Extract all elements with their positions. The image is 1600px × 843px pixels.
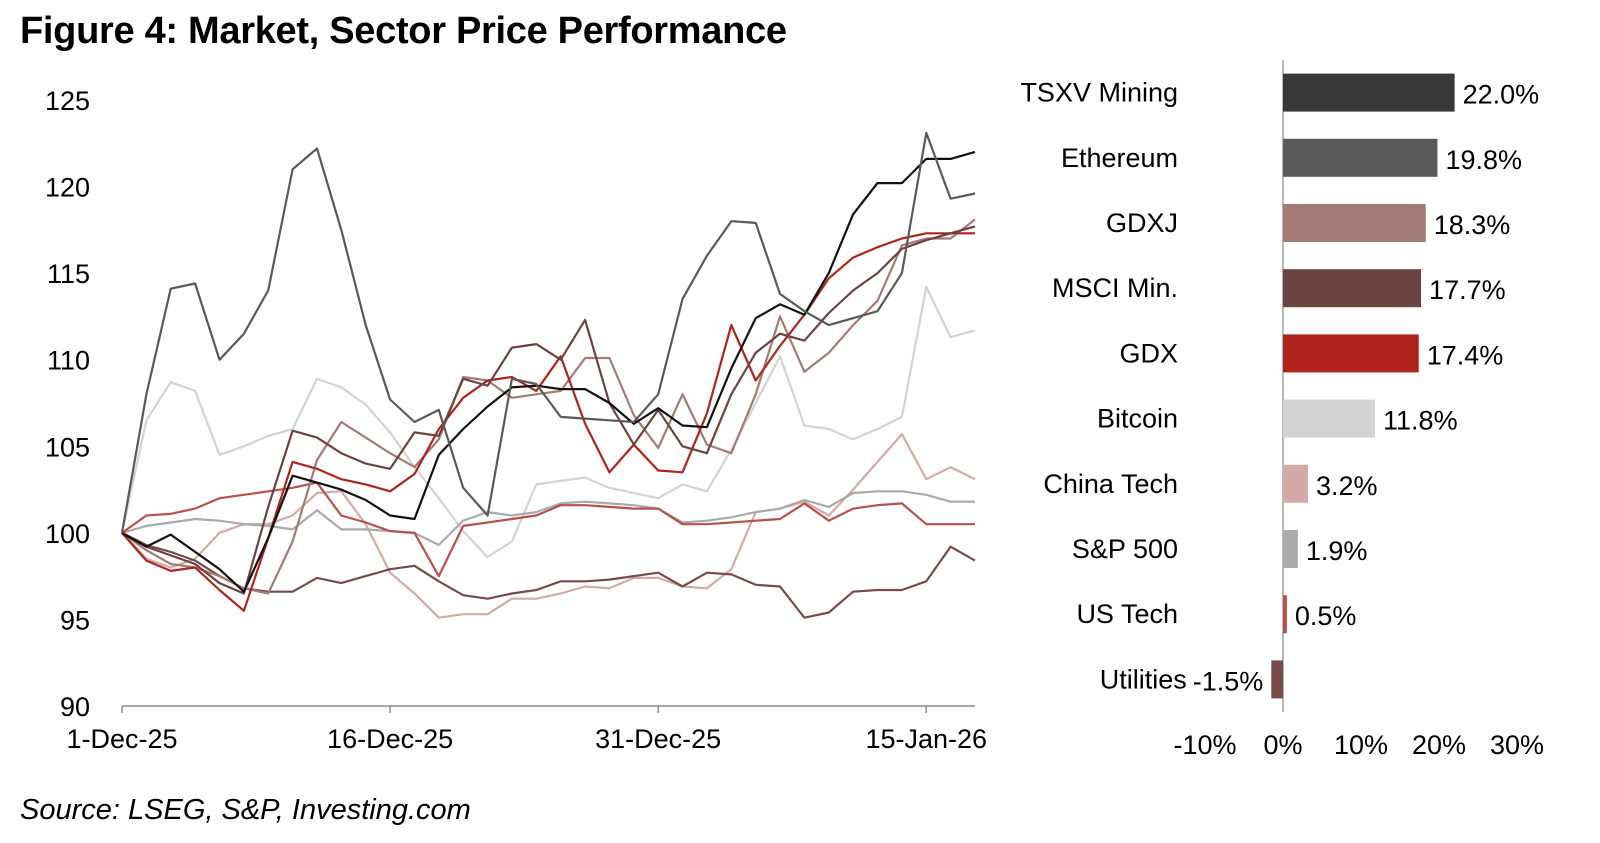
bar-value-label: 19.8% — [1445, 145, 1522, 175]
x-tick-label: 15-Jan-26 — [865, 724, 987, 754]
y-tick-label: 95 — [60, 605, 90, 635]
bar-category-label: MSCI Min. — [1052, 273, 1178, 303]
bar-value-label: 17.7% — [1429, 275, 1506, 305]
bar-category-label: Ethereum — [1061, 143, 1178, 173]
bar-category-label: Bitcoin — [1097, 404, 1178, 434]
bar-category-label: S&P 500 — [1072, 534, 1178, 564]
bar-tsxv-mining — [1283, 73, 1455, 112]
bar-value-label: 0.5% — [1295, 601, 1357, 631]
bar-category-label: TSXV Mining — [1020, 78, 1178, 108]
line-chart: 90 95 100 105 110 115 120 125 1-Dec-25 16-Dec-25 3… — [45, 86, 987, 754]
series-line-gdx — [121, 232, 975, 612]
y-tick-label: 125 — [45, 86, 90, 116]
series-line-msci-min- — [121, 225, 976, 595]
bar-x-tick-label: 0% — [1263, 730, 1302, 760]
series-line-bitcoin — [120, 285, 976, 559]
y-tick-label: 115 — [47, 259, 90, 289]
bar-utilities — [1271, 660, 1283, 699]
bar-value-label: 1.9% — [1306, 536, 1368, 566]
series-line-ethereum — [120, 131, 976, 534]
bar-value-label: 17.4% — [1427, 340, 1504, 370]
bar-msci-min- — [1283, 269, 1422, 308]
y-tick-label: 120 — [45, 173, 90, 203]
series-line-utilities — [121, 531, 976, 619]
figure-title: Figure 4: Market, Sector Price Performan… — [20, 10, 787, 52]
bar-value-label: 3.2% — [1316, 471, 1378, 501]
bar-category-label: GDXJ — [1106, 208, 1178, 238]
series-line-tsxv-mining — [121, 150, 976, 593]
bar-category-label: US Tech — [1076, 599, 1178, 629]
x-tick-label: 1-Dec-25 — [66, 724, 177, 754]
y-tick-label: 100 — [45, 519, 90, 549]
bar-x-tick-label: 10% — [1334, 730, 1388, 760]
series-line-us-tech — [121, 481, 975, 578]
x-tick-label: 16-Dec-25 — [327, 724, 453, 754]
bar-gdx — [1283, 334, 1419, 373]
series-line-gdxj — [121, 218, 976, 595]
source-note: Source: LSEG, S&P, Investing.com — [20, 794, 471, 826]
bar-category-label: China Tech — [1043, 469, 1178, 499]
bar-x-tick-label: 30% — [1490, 730, 1544, 760]
series-line-s-p-500 — [121, 490, 975, 547]
bar-s-p-500 — [1283, 530, 1298, 568]
bar-chart: 22.0% TSXV Mining 19.8% Ethereum 18.3% GDXJ 17… — [1020, 60, 1544, 760]
bar-china-tech — [1283, 464, 1308, 503]
bar-x-tick-label: 20% — [1412, 730, 1466, 760]
y-tick-label: 105 — [45, 432, 90, 462]
bar-value-label: 22.0% — [1463, 80, 1540, 110]
y-tick-label: 90 — [60, 692, 90, 722]
bar-x-tick-label: -10% — [1173, 730, 1236, 760]
bar-us-tech — [1283, 595, 1287, 634]
bar-gdxj — [1283, 204, 1426, 242]
bar-value-label: -1.5% — [1193, 666, 1264, 696]
bar-value-label: 11.8% — [1383, 406, 1458, 436]
bar-bitcoin — [1283, 399, 1376, 438]
bar-category-label: GDX — [1119, 338, 1178, 368]
bar-category-label: Utilities — [1100, 664, 1187, 694]
y-tick-label: 110 — [47, 346, 90, 376]
bar-value-label: 18.3% — [1434, 210, 1511, 240]
x-tick-label: 31-Dec-25 — [595, 724, 721, 754]
bar-ethereum — [1283, 138, 1438, 177]
